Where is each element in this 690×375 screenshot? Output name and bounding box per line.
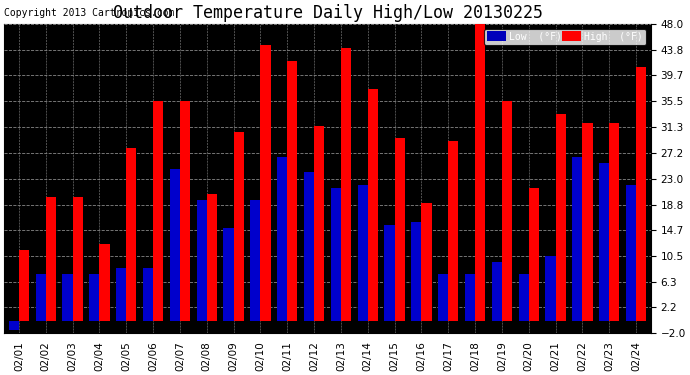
Bar <box>99 243 110 321</box>
Bar <box>304 172 314 321</box>
Bar <box>331 188 341 321</box>
Bar <box>475 24 485 321</box>
Bar <box>126 147 137 321</box>
Bar <box>626 185 636 321</box>
Bar <box>116 268 126 321</box>
Bar <box>19 250 29 321</box>
Bar <box>357 185 368 321</box>
Bar <box>368 89 378 321</box>
Bar <box>384 225 395 321</box>
Bar <box>599 163 609 321</box>
Bar <box>46 197 56 321</box>
Title: Outdoor Temperature Daily High/Low 20130225: Outdoor Temperature Daily High/Low 20130… <box>112 4 542 22</box>
Bar <box>170 169 180 321</box>
Bar <box>411 222 422 321</box>
Bar <box>143 268 153 321</box>
Text: Copyright 2013 Cartronics.com: Copyright 2013 Cartronics.com <box>4 8 175 18</box>
Bar <box>224 228 234 321</box>
Bar <box>395 138 405 321</box>
Bar <box>36 274 46 321</box>
Bar <box>277 157 287 321</box>
Bar <box>207 194 217 321</box>
Bar <box>465 274 475 321</box>
Bar <box>234 132 244 321</box>
Bar <box>314 126 324 321</box>
Bar <box>422 203 432 321</box>
Bar <box>250 200 260 321</box>
Bar <box>438 274 449 321</box>
Bar <box>197 200 207 321</box>
Bar <box>89 274 99 321</box>
Bar <box>492 262 502 321</box>
Bar <box>572 157 582 321</box>
Bar <box>609 123 620 321</box>
Bar <box>555 114 566 321</box>
Bar <box>153 101 164 321</box>
Bar <box>502 101 512 321</box>
Bar <box>582 123 593 321</box>
Bar <box>341 48 351 321</box>
Legend: Low  (°F), High  (°F): Low (°F), High (°F) <box>484 28 646 45</box>
Bar <box>9 321 19 330</box>
Bar <box>180 101 190 321</box>
Bar <box>545 256 555 321</box>
Bar <box>287 61 297 321</box>
Bar <box>636 67 647 321</box>
Bar <box>72 197 83 321</box>
Bar <box>62 274 72 321</box>
Bar <box>448 141 458 321</box>
Bar <box>260 45 270 321</box>
Bar <box>519 274 529 321</box>
Bar <box>529 188 539 321</box>
